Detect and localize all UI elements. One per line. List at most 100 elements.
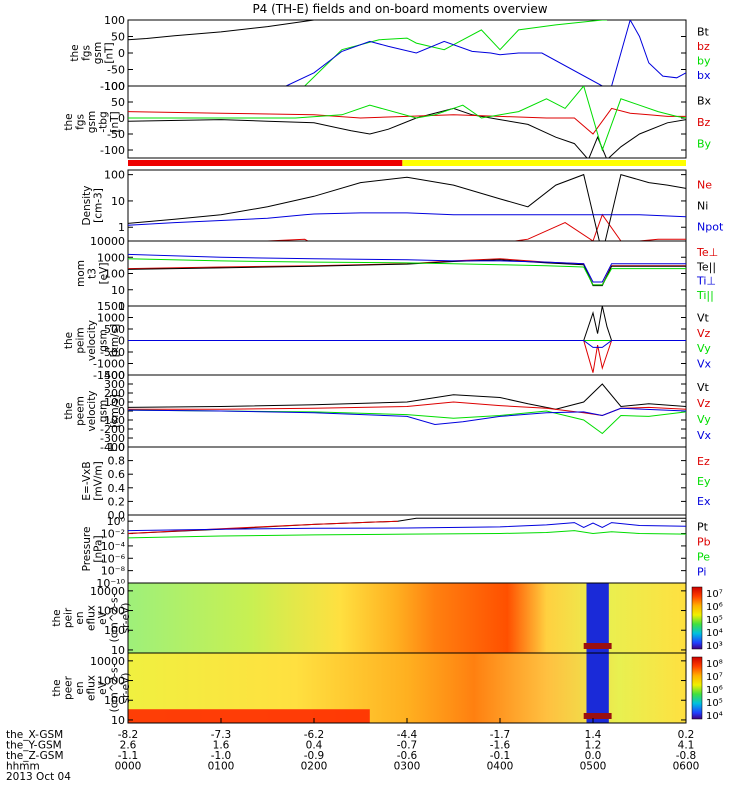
y-axis-label-line: gsm bbox=[98, 400, 110, 422]
x-row-value: -0.1 bbox=[490, 750, 511, 762]
x-row-value: 0.0 bbox=[585, 750, 602, 762]
x-row-value: 0.4 bbox=[306, 740, 323, 752]
series-line-Npot bbox=[128, 212, 686, 226]
plot-title: P4 (TH-E) fields and on-board moments ov… bbox=[252, 2, 547, 16]
colorbar-tick-label: 10⁵ bbox=[706, 615, 723, 626]
legend-entry: Te⊥ bbox=[696, 246, 718, 259]
legend-entry: Vy bbox=[697, 413, 711, 426]
y-tick-label: 1000 bbox=[97, 675, 125, 688]
x-row-value: -1.1 bbox=[118, 750, 139, 762]
y-tick-label: 1000 bbox=[97, 312, 125, 325]
y-axis-label-line: -tbg bbox=[98, 111, 110, 132]
y-axis-label: the fgs gsm -tbg [nT] bbox=[63, 111, 121, 133]
y-axis-label-line: sr-eV) bbox=[120, 673, 132, 704]
panel-mode_bar bbox=[128, 160, 686, 166]
y-tick-label: 100 bbox=[104, 268, 125, 281]
y-axis-label: the peim velocity gsm [km/s] bbox=[63, 320, 121, 361]
y-axis-label-line: [nT] bbox=[109, 111, 121, 132]
y-tick-label: -400 bbox=[100, 441, 125, 454]
y-axis-label: the fgs gsm [nT] bbox=[69, 42, 116, 64]
y-tick-label: 100 bbox=[104, 396, 125, 409]
colorbar-tick-label: 10⁷ bbox=[706, 589, 723, 600]
y-tick-label: 10 bbox=[111, 284, 125, 297]
colorbar bbox=[691, 656, 703, 720]
legend-entry: bx bbox=[697, 69, 711, 82]
y-axis-label-line: fgs bbox=[75, 114, 87, 130]
y-tick-label: 10⁰ bbox=[107, 515, 126, 528]
series-line-Ni bbox=[128, 173, 686, 241]
x-row-value: 0500 bbox=[580, 761, 607, 773]
y-tick-label: 1500 bbox=[97, 300, 125, 313]
x-row-value: 0000 bbox=[115, 761, 142, 773]
y-tick-label: -1000 bbox=[93, 358, 125, 371]
y-axis-label-line: (cm^2-s- bbox=[109, 663, 121, 712]
y-axis-label-line: peem bbox=[75, 396, 87, 426]
y-tick-label: 0 bbox=[118, 112, 125, 125]
series-line-Bt bbox=[128, 20, 621, 41]
x-row-value: -7.3 bbox=[211, 729, 232, 741]
legend-entry: Te|| bbox=[696, 260, 716, 273]
panel-frame bbox=[127, 446, 687, 516]
x-row-value: 1.2 bbox=[585, 740, 602, 752]
y-axis-label-line: en bbox=[74, 681, 86, 694]
y-tick-label: 0.0 bbox=[108, 509, 126, 522]
x-row-value: 0600 bbox=[673, 761, 700, 773]
y-tick-label: 100 bbox=[104, 80, 125, 93]
series-line-Ne bbox=[256, 213, 686, 241]
legend-entry: Bx bbox=[697, 95, 712, 108]
legend-entry: Vz bbox=[697, 327, 711, 340]
series-line-Vz bbox=[128, 401, 686, 417]
legend-entry: Vz bbox=[697, 397, 711, 410]
x-row-value: -1.7 bbox=[490, 729, 511, 741]
y-tick-label: 100 bbox=[104, 14, 125, 27]
series-line-Pb bbox=[128, 520, 398, 534]
legend-entry: Bt bbox=[697, 25, 710, 38]
panel-fgs_tbg: 100 50 0 -50 -100 the fgs gsm -tbg [nT] Bx Bz By bbox=[63, 80, 712, 159]
x-row-value: -0.6 bbox=[397, 750, 418, 762]
series-line-Pi bbox=[128, 522, 686, 532]
legend-entry: Pi bbox=[697, 566, 706, 579]
y-axis-label-line: E=-VxB bbox=[81, 461, 93, 500]
y-axis-label-line: the bbox=[63, 332, 75, 349]
y-axis-label-line: Pressure bbox=[81, 527, 93, 572]
y-axis-label-line: the bbox=[63, 113, 75, 130]
y-tick-label: 1000 bbox=[97, 605, 125, 618]
series-line-Pe bbox=[128, 530, 686, 539]
y-axis-label-line: fgs bbox=[81, 45, 93, 61]
y-axis-label-line: gsm bbox=[98, 329, 110, 351]
series-line-Vz bbox=[128, 340, 686, 373]
x-row-value: 0400 bbox=[487, 761, 514, 773]
series-line-Vy bbox=[128, 409, 686, 435]
panel-density: 100 10 1 Density [cm-3] Ne Ni Npot bbox=[81, 169, 724, 242]
spectrogram-gap-floor bbox=[583, 713, 612, 719]
y-axis-label: the peir en eflux eV (cm^2-s-sr-eV) bbox=[51, 593, 132, 642]
series-line-Vx bbox=[128, 407, 686, 426]
y-tick-label: 10⁻⁴ bbox=[101, 540, 126, 553]
y-tick-label: 10⁻² bbox=[101, 528, 125, 541]
x-row-value: -4.4 bbox=[397, 729, 418, 741]
y-axis-label-line: the bbox=[51, 679, 63, 696]
y-axis-label-line: [nT] bbox=[104, 42, 116, 63]
colorbar-tick-label: 10⁸ bbox=[706, 659, 723, 670]
y-tick-label: 200 bbox=[104, 387, 125, 400]
y-axis-label-line: the bbox=[69, 44, 81, 61]
y-axis-label-line: [mV/m] bbox=[93, 461, 105, 500]
y-tick-label: 0 bbox=[118, 335, 125, 348]
series-line-Ti⊥ bbox=[128, 253, 686, 283]
legend-entry: Ti|| bbox=[696, 289, 714, 302]
x-row-value: -6.2 bbox=[304, 729, 325, 741]
y-axis-label-line: velocity bbox=[86, 390, 98, 431]
y-tick-label: 100 bbox=[104, 169, 125, 182]
colorbar-tick-label: 10⁴ bbox=[706, 711, 723, 722]
x-date-label: 2013 Oct 04 bbox=[6, 771, 71, 783]
colorbar-tick-label: 10⁷ bbox=[706, 672, 723, 683]
legend-entry: Pb bbox=[697, 536, 711, 549]
y-tick-label: 10 bbox=[111, 714, 125, 727]
y-axis-label-line: mom bbox=[75, 260, 87, 287]
y-axis-label-line: eflux bbox=[86, 605, 98, 631]
y-axis-label-line: peir bbox=[63, 607, 75, 628]
panel-frame bbox=[127, 19, 687, 87]
